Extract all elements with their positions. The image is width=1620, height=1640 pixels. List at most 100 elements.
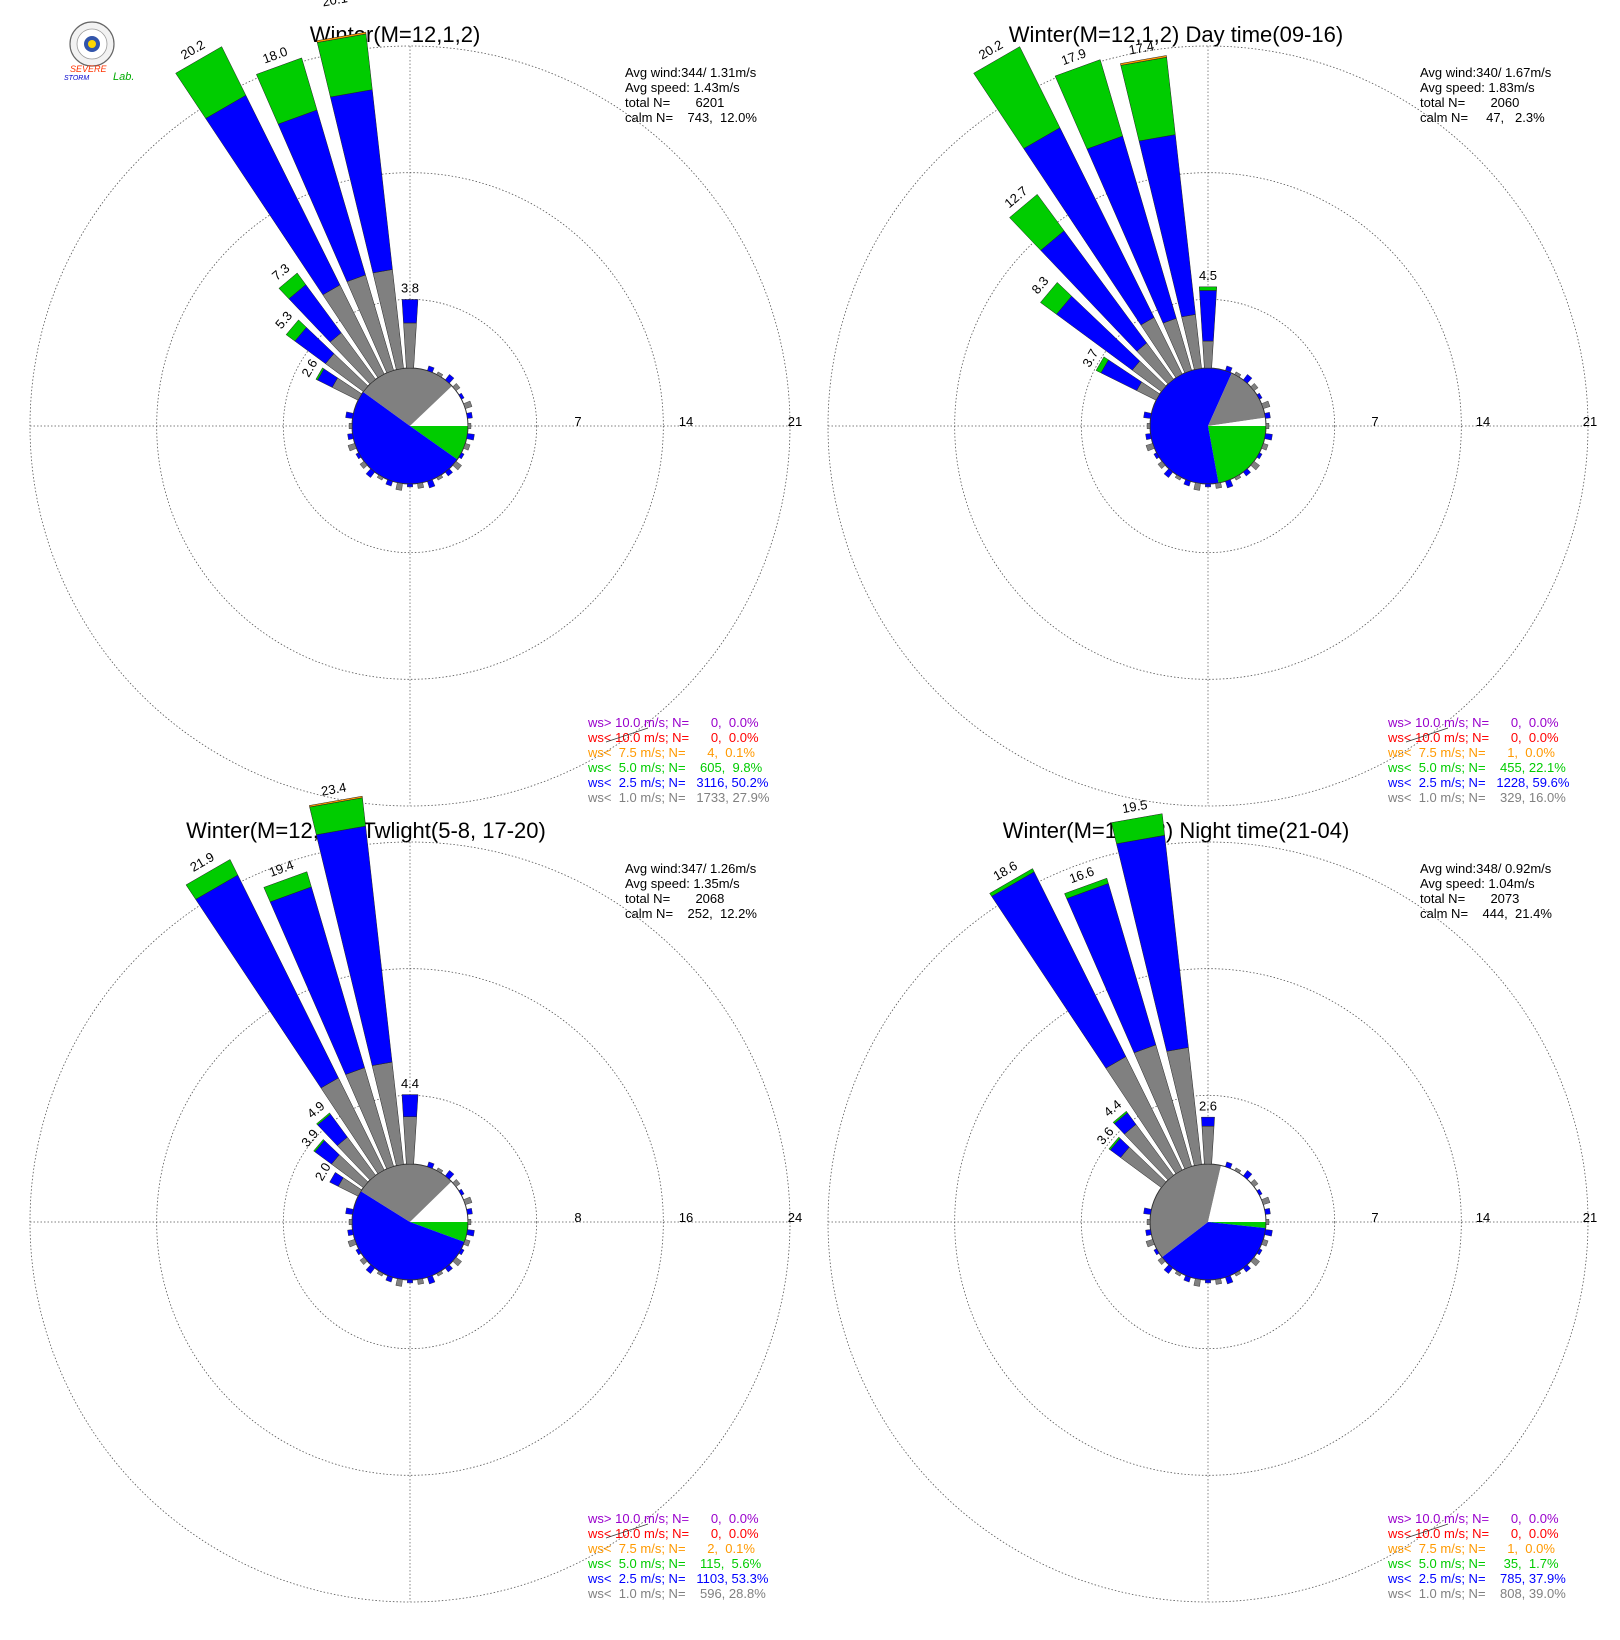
pie-rim-tick (407, 483, 413, 488)
calm-slice-white (410, 386, 468, 426)
logo-text-lab: Lab. (113, 71, 134, 83)
pie-rim-tick (444, 374, 455, 384)
total-n-text: total N= 2068 (625, 891, 724, 906)
petal-segment-green (263, 871, 312, 903)
petal-segment-orange (1120, 55, 1167, 66)
pie-rim-tick (1256, 1248, 1263, 1256)
petal-segment-green (1054, 59, 1123, 150)
grid-ring-1 (282, 1094, 538, 1350)
pie-rim-tick (1250, 1179, 1259, 1188)
petal-0: 2.6 (1199, 1098, 1217, 1165)
petal-label: 19.5 (1121, 797, 1149, 816)
calm-n-text: calm N= 252, 12.2% (625, 906, 757, 921)
petal-label: 4.5 (1199, 268, 1217, 283)
legend-entry-green: ws< 5.0 m/s; N= 115, 5.6% (587, 1556, 762, 1571)
pie-rim-tick (1264, 412, 1271, 419)
pie-rim-tick (1143, 411, 1152, 419)
petal-segment-green (316, 33, 373, 98)
pie-rim-tick (359, 1256, 368, 1265)
pie-rim-tick (1234, 371, 1242, 378)
logo-text-storm: STORM (64, 75, 89, 82)
pie-rim-tick (436, 474, 444, 481)
pie-rim-tick (347, 1229, 354, 1236)
pie-rim-tick (1143, 1207, 1152, 1215)
pie-rim-tick (467, 423, 472, 429)
pie-rim-tick (395, 482, 403, 491)
pie-rim-tick (1225, 1161, 1233, 1169)
petal-segment-green (1040, 282, 1072, 315)
legend-entry-orange: ws< 7.5 m/s; N= 1, 0.0% (1387, 1541, 1555, 1556)
ring-label-middle: 14 (1476, 1210, 1490, 1225)
legend-entry-blue: ws< 2.5 m/s; N= 3116, 50.2% (587, 775, 769, 790)
petal-segment-green (185, 859, 239, 900)
pie-rim-tick (1153, 452, 1160, 460)
calm-slice-blue (352, 391, 458, 484)
legend-entry-orange: ws< 7.5 m/s; N= 4, 0.1% (587, 745, 755, 760)
petal-label: 2.6 (1199, 1098, 1217, 1113)
pie-rim-tick (1256, 452, 1263, 460)
pie-rim-tick (1163, 468, 1174, 478)
legend-entry-orange: ws< 7.5 m/s; N= 2, 0.1% (587, 1541, 755, 1556)
speed-legend: ws> 10.0 m/s; N= 0, 0.0%ws< 10.0 m/s; N=… (587, 715, 770, 805)
pie-rim-tick (1193, 1278, 1201, 1287)
pie-rim-tick (1242, 468, 1251, 477)
pie-rim-tick (347, 1239, 357, 1248)
petal-310: 8.3 (1028, 273, 1167, 392)
chart-title: Winter(M=12,1,2) Day time(09-16) (1009, 22, 1343, 47)
petal-segment-green (175, 46, 247, 119)
calm-pie (345, 365, 475, 491)
calm-slice-gray (363, 368, 453, 426)
pie-rim-tick (1234, 1270, 1242, 1277)
legend-overlay-line (605, 1523, 649, 1539)
pie-rim-tick (466, 1208, 473, 1215)
ring-labels: 8 16 24 (574, 1210, 802, 1225)
calm-slice-gray (360, 1164, 452, 1222)
petal-0: 4.5 (1198, 268, 1218, 369)
pie-rim-tick (1264, 433, 1273, 441)
petal-segment-blue (1201, 1116, 1215, 1127)
petal-segment-green (1064, 877, 1109, 899)
petal-segment-green (1198, 286, 1218, 291)
legend-entry-green: ws< 5.0 m/s; N= 35, 1.7% (1387, 1556, 1559, 1571)
petal-350: 17.4 (1120, 38, 1202, 370)
petal-segment-gray (403, 1116, 417, 1165)
pie-rim-tick (359, 460, 368, 469)
pie-rim-tick (1225, 479, 1234, 489)
pie-rim-tick (436, 1270, 444, 1277)
avg-wind-text: Avg wind:344/ 1.31m/s (625, 65, 757, 80)
pie-rim-tick (452, 1179, 461, 1188)
pie-rim-tick (458, 1188, 465, 1196)
petal-0: 3.8 (401, 281, 419, 369)
pie-rim-tick (458, 452, 465, 460)
pie-rim-tick (1205, 483, 1211, 488)
pie-rim-tick (365, 468, 376, 478)
ring-label-outer: 21 (788, 414, 802, 429)
legend-entry-red: ws< 10.0 m/s; N= 0, 0.0% (587, 1526, 759, 1541)
petal-310: 3.6 (1094, 1124, 1167, 1188)
polar-grid (827, 841, 1589, 1603)
pie-rim-tick (466, 412, 473, 419)
pie-rim-tick (427, 1275, 436, 1285)
legend-entry-red: ws< 10.0 m/s; N= 0, 0.0% (1387, 730, 1559, 745)
ring-labels: 7 14 21 (1371, 1210, 1597, 1225)
ring-label-inner: 7 (1371, 414, 1378, 429)
pie-rim-tick (467, 1219, 472, 1225)
pie-rim-tick (1215, 1278, 1222, 1285)
pie-rim-tick (1225, 1275, 1234, 1285)
pie-rim-tick (1250, 460, 1260, 471)
petal-segment-green (313, 1139, 325, 1153)
pie-rim-tick (1256, 392, 1263, 400)
petal-segment-green (1009, 193, 1065, 251)
calm-n-text: calm N= 47, 2.3% (1420, 110, 1545, 125)
petal-segment-blue (401, 1094, 419, 1117)
pie-rim-tick (347, 443, 357, 452)
petal-label: 2.6 (298, 356, 320, 379)
calm-n-text: calm N= 444, 21.4% (1420, 906, 1552, 921)
pie-rim-tick (1183, 479, 1191, 487)
ring-label-middle: 14 (1476, 414, 1490, 429)
pie-rim-tick (452, 383, 461, 392)
legend-overlay-line (1405, 1523, 1449, 1539)
pie-rim-tick (355, 452, 362, 460)
total-n-text: total N= 2073 (1420, 891, 1519, 906)
calm-slice-white (1208, 417, 1266, 426)
